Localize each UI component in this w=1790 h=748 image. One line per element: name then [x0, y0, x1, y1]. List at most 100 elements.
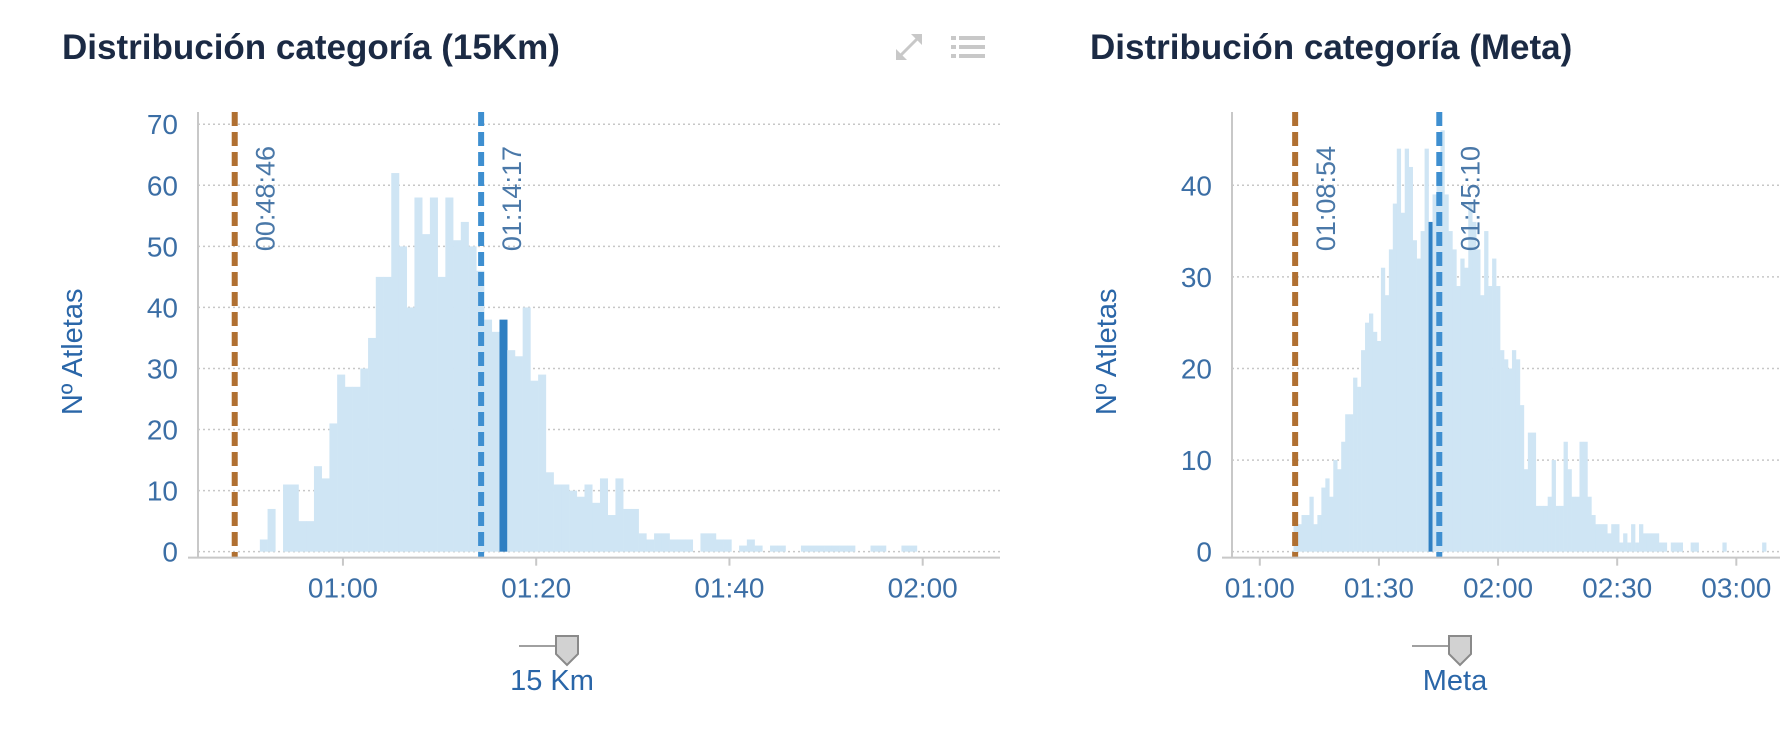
bar[interactable]	[329, 423, 338, 552]
bar[interactable]	[754, 545, 763, 552]
bar[interactable]	[1519, 405, 1525, 552]
bar[interactable]	[1643, 533, 1648, 552]
navigator-slider[interactable]	[1412, 635, 1472, 667]
bar[interactable]	[1654, 533, 1660, 552]
bar-highlight[interactable]	[1428, 221, 1433, 552]
bar[interactable]	[259, 539, 268, 552]
bar[interactable]	[1416, 258, 1421, 552]
bar[interactable]	[383, 276, 392, 552]
bar[interactable]	[878, 545, 887, 552]
navigator-slider[interactable]	[519, 635, 579, 667]
bar[interactable]	[1551, 460, 1556, 552]
expand-arrows-icon[interactable]	[892, 30, 926, 64]
bar[interactable]	[1515, 359, 1521, 552]
bar[interactable]	[1392, 203, 1398, 552]
bar[interactable]	[1619, 542, 1624, 552]
bar[interactable]	[1305, 515, 1310, 552]
bar[interactable]	[352, 386, 361, 552]
bar[interactable]	[561, 484, 570, 552]
bar[interactable]	[1420, 231, 1425, 552]
bar[interactable]	[1535, 505, 1541, 552]
bar[interactable]	[1476, 249, 1481, 552]
bar[interactable]	[1611, 524, 1616, 552]
bar[interactable]	[437, 276, 446, 552]
bar[interactable]	[1547, 496, 1552, 552]
bar[interactable]	[777, 545, 786, 552]
bar[interactable]	[1448, 231, 1453, 552]
bar[interactable]	[460, 221, 469, 552]
bar[interactable]	[553, 484, 562, 552]
bar[interactable]	[1396, 148, 1402, 552]
bar[interactable]	[1376, 341, 1382, 552]
bar[interactable]	[1388, 249, 1394, 552]
bar[interactable]	[708, 533, 717, 552]
bar[interactable]	[522, 307, 531, 552]
bar[interactable]	[1615, 524, 1620, 552]
bar[interactable]	[1317, 515, 1322, 552]
bar[interactable]	[1341, 441, 1346, 552]
bar[interactable]	[1452, 249, 1457, 552]
bar[interactable]	[669, 539, 678, 552]
bar[interactable]	[1639, 524, 1644, 552]
bar[interactable]	[1722, 542, 1727, 552]
bar[interactable]	[1369, 313, 1374, 552]
bar[interactable]	[1658, 542, 1664, 552]
bar[interactable]	[476, 270, 485, 552]
bar[interactable]	[569, 490, 578, 552]
bar[interactable]	[337, 374, 346, 552]
bar[interactable]	[290, 484, 299, 552]
bar[interactable]	[723, 539, 732, 552]
bar[interactable]	[770, 545, 779, 552]
bar[interactable]	[684, 539, 694, 552]
bar[interactable]	[1603, 524, 1608, 552]
slider-handle[interactable]	[555, 635, 579, 667]
bar[interactable]	[1496, 286, 1501, 552]
bar[interactable]	[870, 545, 879, 552]
bar[interactable]	[630, 508, 639, 552]
bar[interactable]	[306, 521, 315, 552]
bar[interactable]	[453, 240, 462, 552]
bar[interactable]	[360, 368, 369, 552]
bar[interactable]	[839, 545, 848, 552]
bar[interactable]	[1361, 350, 1366, 552]
bar[interactable]	[1583, 441, 1588, 552]
bar[interactable]	[808, 545, 817, 552]
bar[interactable]	[1559, 505, 1564, 552]
bar[interactable]	[1678, 542, 1684, 552]
bar[interactable]	[661, 533, 670, 552]
bar[interactable]	[321, 478, 330, 552]
bar[interactable]	[1543, 505, 1548, 552]
bar[interactable]	[1563, 441, 1568, 552]
bar[interactable]	[1627, 542, 1632, 552]
bar[interactable]	[1623, 533, 1628, 552]
bar[interactable]	[1488, 286, 1493, 552]
bar[interactable]	[1404, 148, 1410, 552]
bar[interactable]	[831, 545, 840, 552]
bar[interactable]	[909, 545, 918, 552]
bar[interactable]	[1472, 221, 1477, 552]
bar[interactable]	[298, 521, 307, 552]
bar[interactable]	[1333, 460, 1338, 552]
bar[interactable]	[1412, 240, 1417, 552]
bar[interactable]	[1492, 258, 1497, 552]
bar[interactable]	[398, 246, 408, 552]
bar[interactable]	[584, 484, 593, 552]
bar[interactable]	[623, 508, 632, 552]
bar[interactable]	[1345, 414, 1350, 552]
bar[interactable]	[491, 331, 500, 552]
bar[interactable]	[1456, 286, 1461, 552]
bar[interactable]	[1635, 542, 1640, 552]
bar[interactable]	[816, 545, 825, 552]
bar[interactable]	[344, 386, 353, 552]
bar[interactable]	[1337, 469, 1342, 552]
bar[interactable]	[1523, 469, 1529, 552]
bar[interactable]	[1511, 350, 1517, 552]
bar[interactable]	[1349, 414, 1354, 552]
bar[interactable]	[313, 466, 322, 552]
bar[interactable]	[746, 539, 755, 552]
bar[interactable]	[1607, 533, 1612, 552]
bar[interactable]	[607, 515, 616, 552]
bar[interactable]	[1357, 386, 1362, 552]
bar[interactable]	[1591, 515, 1596, 552]
bar[interactable]	[1539, 505, 1545, 552]
